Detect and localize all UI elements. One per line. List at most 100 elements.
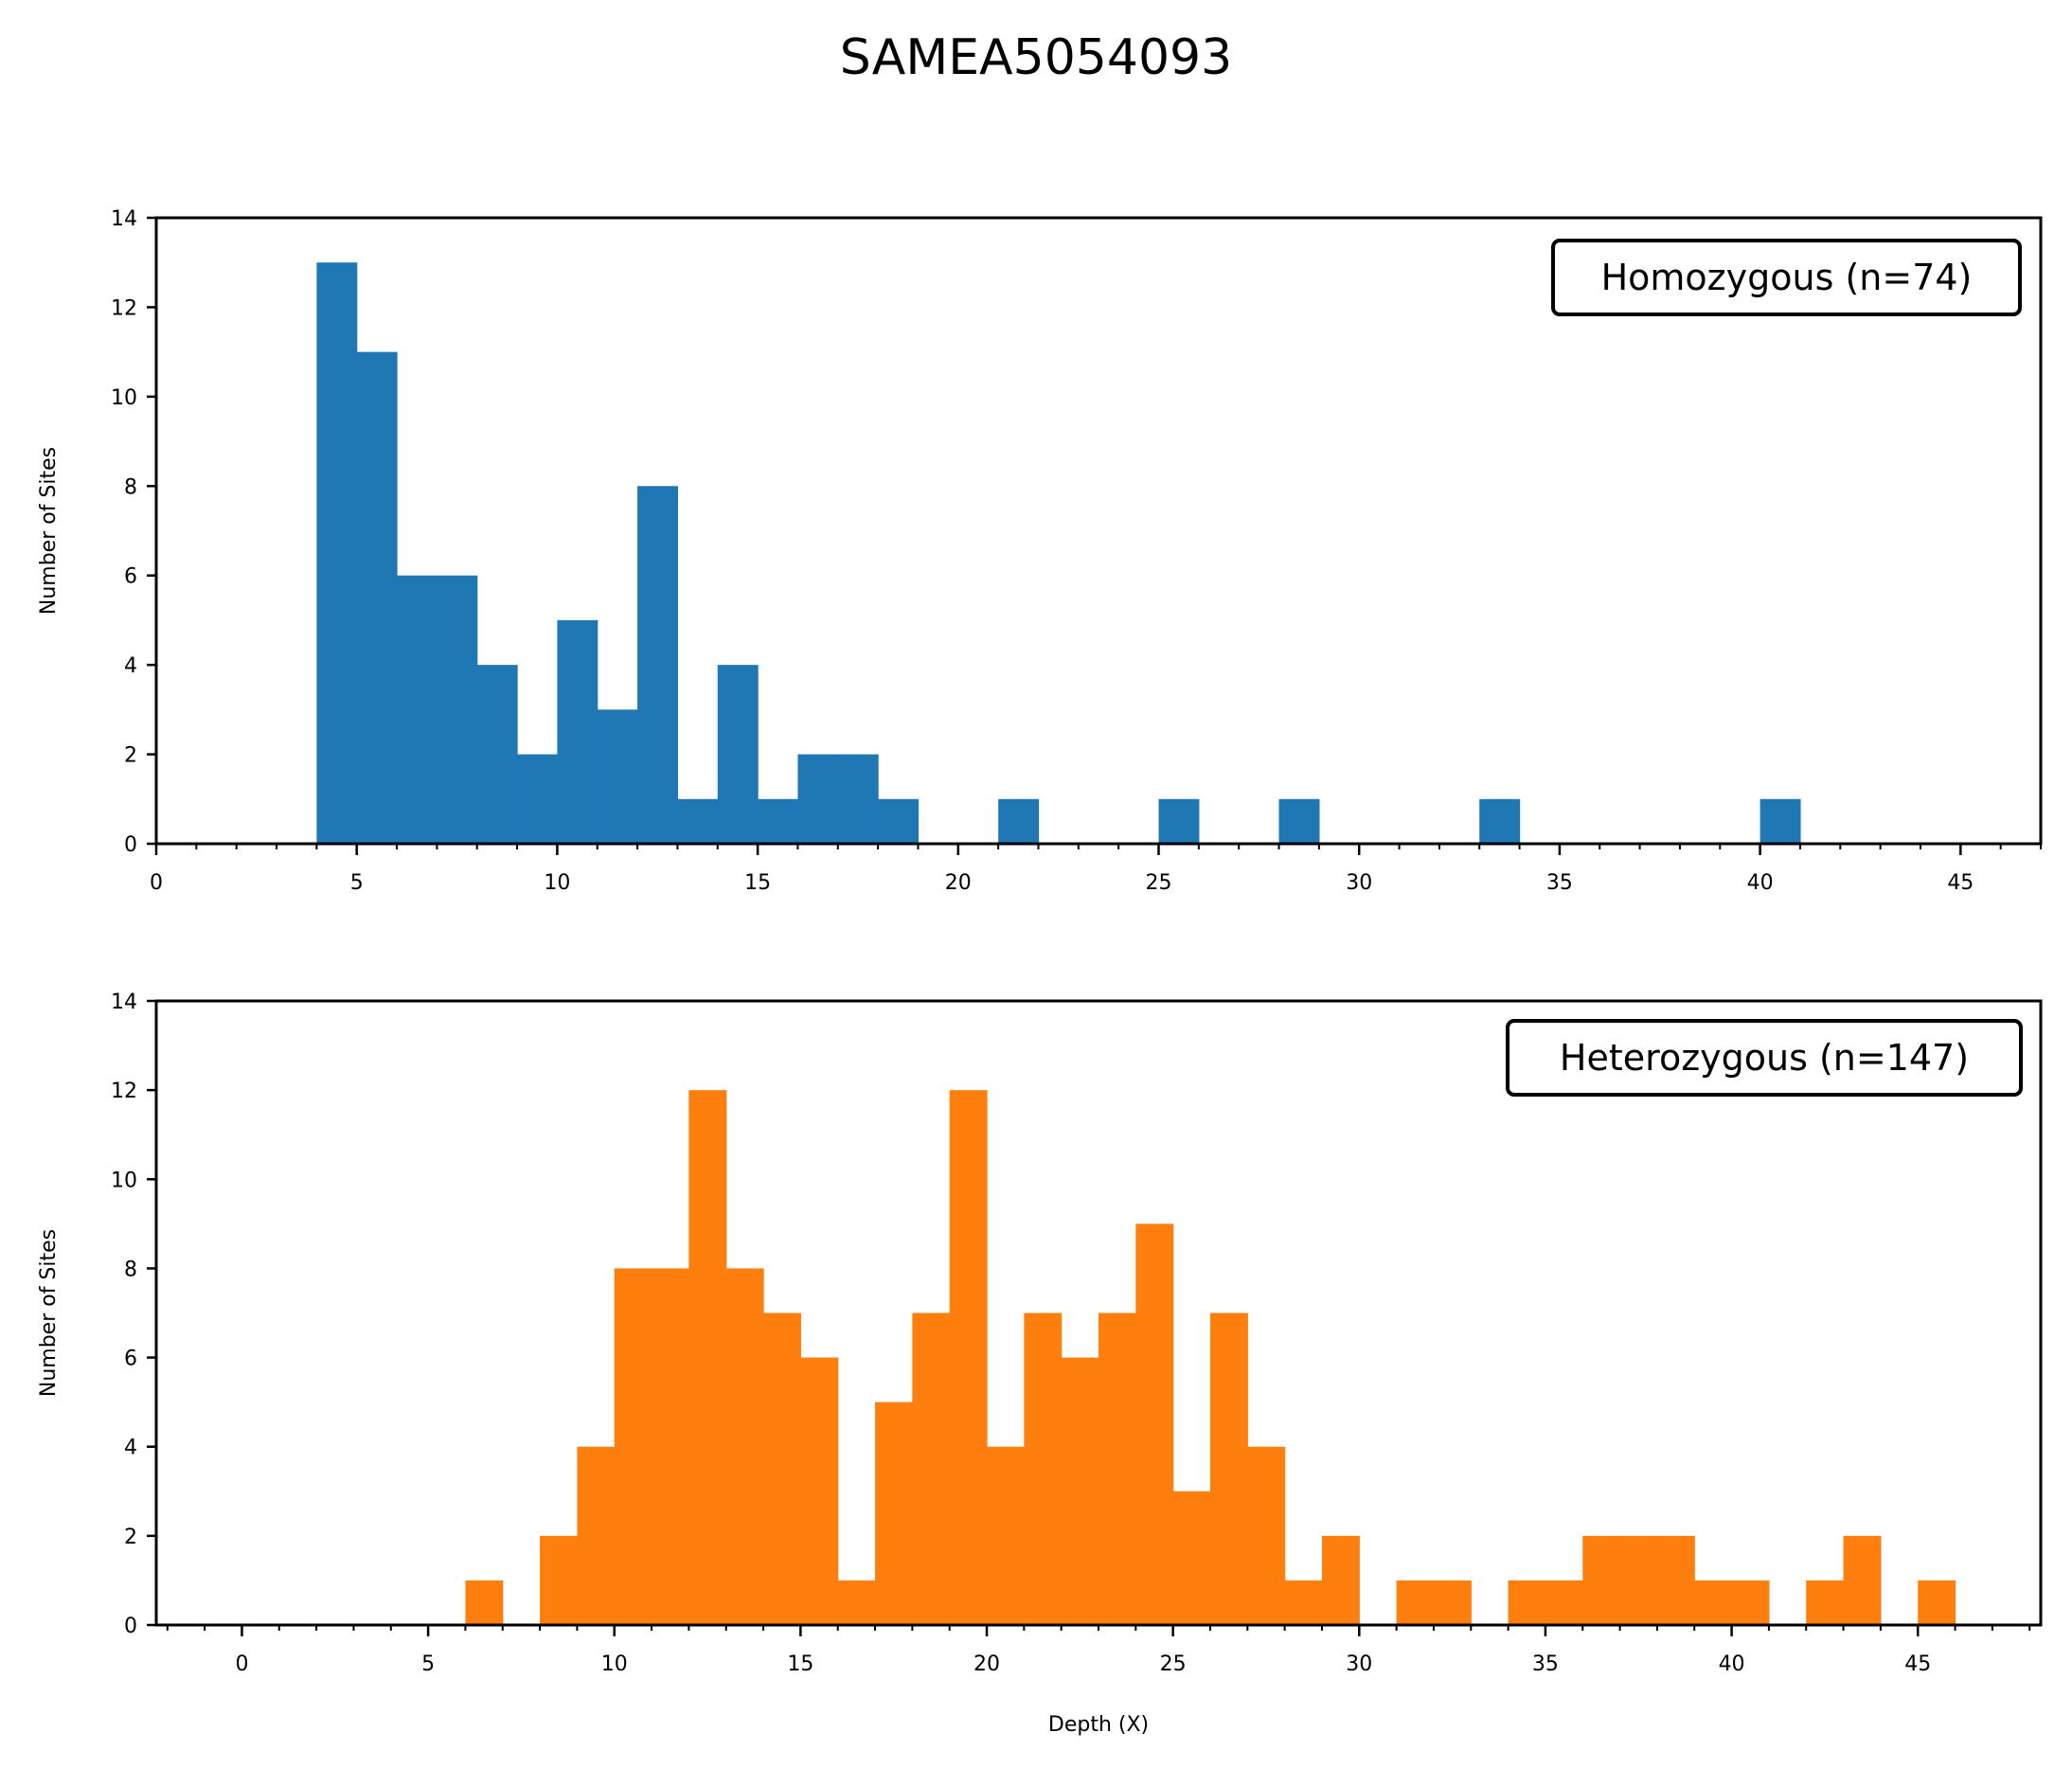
heterozygous-bar [912,1313,951,1625]
x-tick-label: 35 [1546,871,1573,895]
heterozygous-legend-box [1506,1019,2023,1097]
homozygous-axes-frame [154,216,2043,846]
y-tick-label: 12 [111,1080,137,1103]
y-tick-label: 4 [124,1437,137,1460]
heterozygous-bar [1209,1313,1248,1625]
heterozygous-bar [1918,1580,1956,1625]
x-tick-label: 30 [1346,871,1372,895]
heterozygous-bar [1321,1535,1360,1625]
y-tick-label: 14 [111,991,137,1014]
x-tick-label: 20 [973,1652,1000,1676]
homozygous-bar [316,262,358,844]
y-tick-label: 14 [111,207,137,231]
heterozygous-bar [1582,1535,1621,1625]
x-tick-label: 35 [1532,1652,1559,1676]
heterozygous-bar [688,1090,727,1625]
heterozygous-bar [1545,1580,1583,1625]
homozygous-bar [717,665,759,844]
heterozygous-bar [1396,1580,1435,1625]
heterozygous-bar [1284,1580,1323,1625]
heterozygous-bar [987,1446,1025,1625]
homozygous-bar [557,619,598,844]
y-tick-label: 10 [111,1169,137,1192]
heterozygous-bar [1172,1491,1211,1625]
heterozygous-bar [1843,1535,1882,1625]
homozygous-bar [1479,798,1521,844]
y-tick-label: 4 [124,654,137,678]
x-tick-label: 25 [1160,1652,1187,1676]
heterozygous-bar [1656,1535,1695,1625]
heterozygous-bar [540,1535,579,1625]
homozygous-bar [356,351,398,845]
heterozygous-bar [1433,1580,1472,1625]
heterozygous-bar [1061,1357,1099,1625]
homozygous-bar [637,486,679,844]
homozygous-bar [476,665,518,844]
figure-title: SAMEA5054093 [840,29,1232,86]
heterozygous-bar [1731,1580,1770,1625]
heterozygous-bar [465,1580,504,1625]
x-tick-label: 0 [235,1652,248,1676]
heterozygous-bar [837,1580,876,1625]
x-tick-label: 10 [544,871,570,895]
homozygous-bar [397,575,438,844]
x-tick-label: 20 [945,871,972,895]
y-axis-label: Number of Sites [37,1229,61,1397]
heterozygous-bar [725,1268,764,1625]
x-tick-label: 0 [150,871,163,895]
heterozygous-bar [800,1357,839,1625]
x-tick-label: 45 [1947,871,1974,895]
heterozygous-bar [1135,1223,1174,1625]
heterozygous-bar [577,1446,616,1625]
x-tick-label: 30 [1346,1652,1372,1676]
heterozygous-bar [1508,1580,1546,1625]
y-tick-label: 12 [111,296,137,320]
y-tick-label: 6 [124,1348,137,1371]
y-tick-label: 0 [124,833,137,857]
heterozygous-bar [1806,1580,1845,1625]
y-tick-label: 2 [124,744,137,768]
x-tick-label: 15 [787,1652,813,1676]
homozygous-bar [837,754,879,844]
heterozygous-bar [1694,1580,1733,1625]
homozygous-bar [437,575,478,844]
homozygous-bar [1759,798,1801,844]
homozygous-legend-label: Homozygous (n=74) [1601,257,1973,298]
homozygous-bar [1158,798,1200,844]
homozygous-bar [1278,798,1320,844]
heterozygous-bar [875,1402,913,1625]
x-tick-label: 40 [1747,871,1774,895]
x-tick-label: 10 [601,1652,628,1676]
x-tick-label: 25 [1146,871,1172,895]
heterozygous-bar [1247,1446,1286,1625]
homozygous-bar [758,798,799,844]
y-axis-label: Number of Sites [37,447,61,615]
heterozygous-legend-label: Heterozygous (n=147) [1560,1037,1969,1079]
homozygous-bar [517,754,559,844]
x-axis-label: Depth (X) [1048,1713,1149,1737]
y-tick-label: 2 [124,1526,137,1549]
x-tick-label: 15 [744,871,771,895]
homozygous-bar [677,798,719,844]
y-tick-label: 6 [124,565,137,589]
x-tick-label: 45 [1904,1652,1931,1676]
heterozygous-bar [1619,1535,1658,1625]
heterozygous-bar [1099,1313,1136,1625]
homozygous-bar [597,709,638,844]
x-tick-label: 40 [1719,1652,1745,1676]
homozygous-bar [998,798,1040,844]
y-tick-label: 8 [124,1258,137,1281]
heterozygous-bar [614,1268,652,1625]
heterozygous-bar [763,1313,801,1625]
homozygous-bar [797,754,839,844]
homozygous-panel: 0 2 4 6 8 10 12 14 0 5 10 15 20 25 30 35 40 45 Number of S… [37,207,2043,895]
x-tick-label: 5 [350,871,364,895]
y-tick-label: 8 [124,475,137,499]
homozygous-bar [878,798,920,844]
y-tick-label: 10 [111,386,137,410]
homozygous-legend-box [1551,239,2022,316]
heterozygous-bar [652,1268,689,1625]
y-tick-label: 0 [124,1615,137,1638]
heterozygous-bar [949,1090,988,1625]
